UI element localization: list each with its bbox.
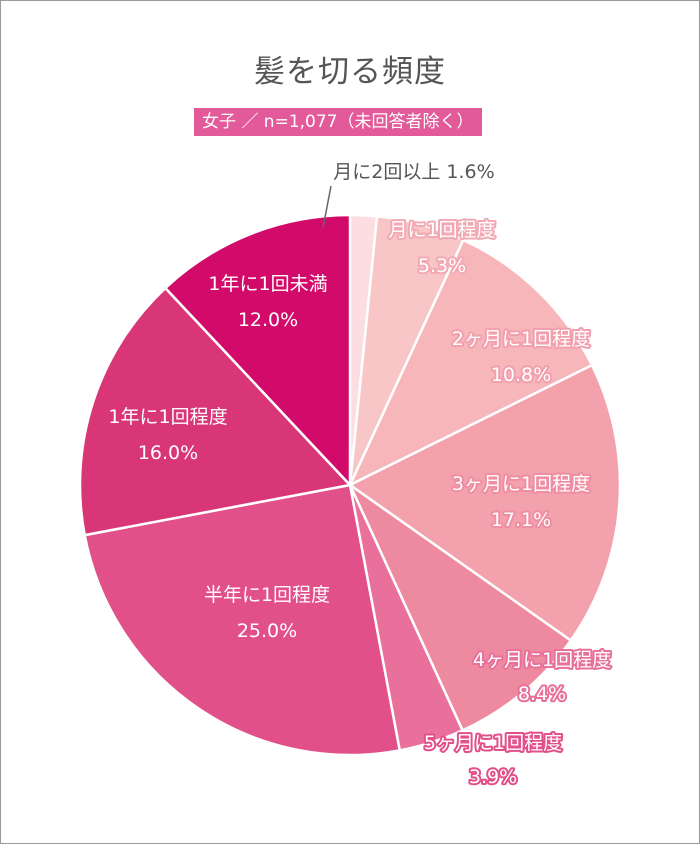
slice-label: 2ヶ月に1回程度 (452, 328, 590, 350)
slice-value-label: 5.3% (418, 255, 466, 277)
slice-label: 月に1回程度 (388, 219, 495, 241)
pie-slice (83, 483, 402, 757)
slice-label: 月に2回以上 1.6% (333, 161, 494, 183)
slice-value-label: 10.8% (491, 364, 551, 386)
slice-label: 3ヶ月に1回程度 (452, 473, 590, 495)
slice-label: 5ヶ月に1回程度 (424, 732, 562, 754)
pie-slice (347, 363, 622, 643)
slice-value-label: 12.0% (238, 309, 298, 331)
pie-slice (78, 286, 353, 537)
slice-value-label: 3.9% (469, 766, 517, 788)
slice-label: 1年に1回未満 (208, 273, 327, 295)
slice-label: 半年に1回程度 (204, 584, 330, 606)
pie-slice (163, 213, 352, 489)
slice-label: 4ヶ月に1回程度 (473, 649, 611, 671)
slice-value-label: 8.4% (518, 683, 566, 705)
slice-label: 1年に1回程度 (108, 406, 227, 428)
pie-slice (347, 238, 594, 488)
chart-title: 髪を切る頻度 (254, 54, 446, 90)
slice-value-label: 25.0% (237, 620, 297, 642)
chart-subtitle: 女子 ／ n=1,077（未回答者除く） (194, 108, 482, 136)
leader-line (322, 185, 332, 229)
slice-value-label: 16.0% (138, 442, 198, 464)
pie-slice (346, 481, 573, 733)
slice-value-label: 17.1% (491, 509, 551, 531)
